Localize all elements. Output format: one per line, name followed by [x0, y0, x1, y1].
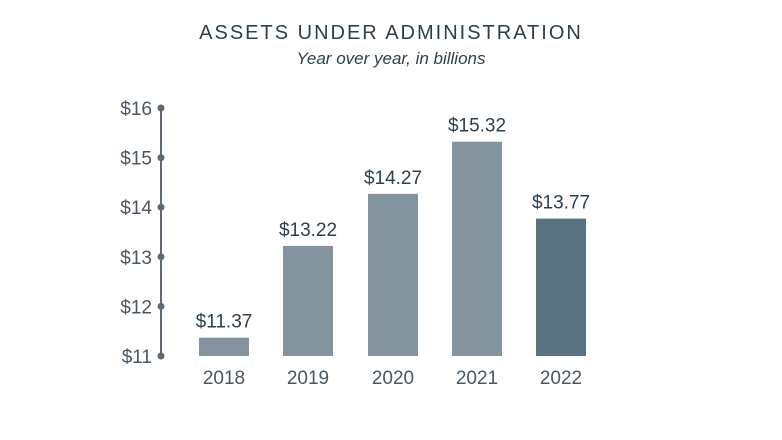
- bar-2021: [452, 141, 502, 356]
- x-axis-labels: 2018 2019 2020 2021 2022: [203, 368, 582, 389]
- y-tick-label: $11: [122, 347, 152, 368]
- value-label-2020: $14.27: [364, 168, 422, 189]
- x-label-2020: 2020: [372, 368, 414, 389]
- y-axis: $11 $12 $13 $14 $15 $16: [120, 99, 165, 368]
- chart-title: ASSETS UNDER ADMINISTRATION: [199, 22, 583, 44]
- y-tick-label: $16: [120, 99, 152, 120]
- bars: [199, 141, 586, 356]
- x-label-2019: 2019: [287, 368, 329, 389]
- bar-2018: [199, 337, 249, 356]
- value-labels: $11.37 $13.22 $14.27 $15.32 $13.77: [196, 116, 590, 333]
- y-tick-dot: [157, 302, 165, 310]
- y-tick-label: $14: [120, 198, 152, 219]
- y-tick-dot: [157, 253, 165, 261]
- y-tick-label: $12: [120, 297, 152, 318]
- y-tick-dot: [157, 352, 165, 360]
- chart-subtitle: Year over year, in billions: [296, 49, 486, 68]
- value-label-2018: $11.37: [196, 312, 253, 333]
- value-label-2022: $13.77: [532, 193, 590, 214]
- x-label-2018: 2018: [203, 368, 245, 389]
- value-label-2019: $13.22: [279, 220, 337, 241]
- y-tick-label: $15: [120, 149, 152, 170]
- x-label-2022: 2022: [540, 368, 582, 389]
- x-label-2021: 2021: [456, 368, 498, 389]
- y-tick-label: $13: [120, 248, 152, 269]
- y-tick-dot: [157, 104, 165, 112]
- value-label-2021: $15.32: [448, 116, 506, 137]
- bar-2019: [283, 245, 333, 356]
- y-tick-dot: [157, 203, 165, 211]
- bar-2020: [368, 193, 418, 356]
- bar-2022: [536, 218, 586, 356]
- y-tick-dot: [157, 154, 165, 162]
